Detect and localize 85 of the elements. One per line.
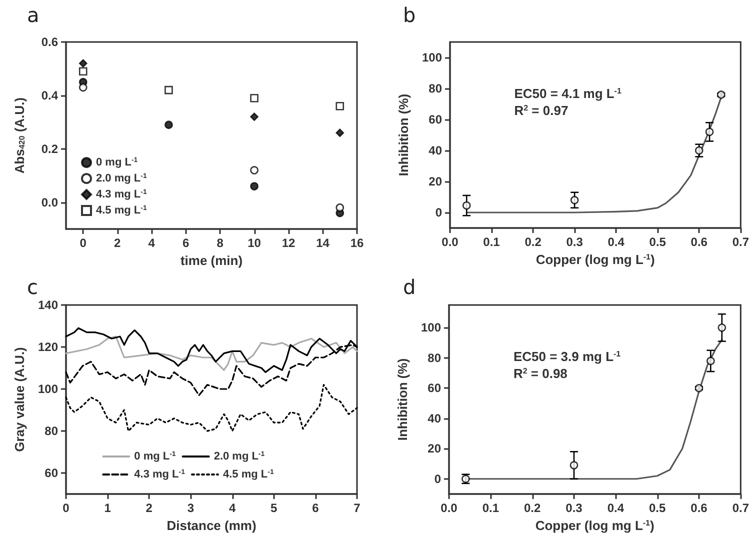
point: [250, 112, 258, 121]
point: [706, 356, 715, 366]
x-tick-label: 16: [350, 236, 364, 250]
chart-title: b: [403, 3, 416, 27]
x-tick-label: 0.3: [566, 235, 584, 249]
point: [694, 384, 704, 392]
y-tick-label: 0: [434, 472, 442, 486]
y-tick-label: 40: [428, 411, 442, 426]
y-tick-label: 40: [428, 144, 442, 158]
y-axis-title: Abs420 (A.U.): [12, 97, 27, 174]
point: [336, 102, 344, 110]
line-series: [65, 336, 358, 371]
x-tick-label: 14: [316, 236, 330, 250]
x-tick-label: 4: [148, 236, 156, 250]
x-tick-label: 3: [187, 501, 194, 515]
point: [250, 166, 258, 174]
y-tick-label: 0.4: [41, 88, 58, 102]
x-tick-label: 2: [114, 236, 122, 250]
x-tick-label: 10: [248, 236, 262, 250]
x-tick-label: 0.5: [648, 501, 666, 515]
chart-title: d: [403, 275, 416, 299]
y-tick-label: 60: [428, 381, 442, 396]
y-axis-title: Gray value (A.U.): [12, 347, 27, 452]
point: [570, 461, 578, 470]
x-tick-label: 12: [282, 236, 296, 250]
point: [717, 90, 726, 99]
y-tick-label: 80: [44, 424, 58, 438]
chart-title: a: [27, 3, 40, 27]
x-axis-title: time (min): [180, 253, 243, 268]
x-tick-label: 0.6: [690, 235, 708, 249]
x-tick-label: 0.2: [524, 501, 541, 515]
y-tick-label: 0.2: [41, 142, 58, 156]
x-tick-label: 0.2: [524, 235, 542, 249]
y-tick-label: 60: [44, 466, 58, 480]
x-tick-label: 0.5: [649, 235, 666, 249]
y-tick-label: 0.0: [41, 195, 58, 210]
x-tick-label: 6: [182, 236, 190, 250]
y-tick-label: 100: [422, 50, 442, 64]
x-tick-label: 0.7: [732, 235, 750, 249]
point: [250, 94, 258, 102]
x-tick-label: 7: [354, 501, 361, 515]
x-tick-label: 0.4: [607, 501, 624, 515]
point: [718, 324, 726, 332]
x-axis-title: Distance (mm): [166, 518, 256, 533]
x-tick-label: 5: [270, 501, 278, 515]
point: [570, 196, 579, 204]
y-axis-title: Inhibition (%): [396, 94, 411, 176]
x-tick-label: 2: [146, 501, 153, 515]
point: [705, 128, 714, 136]
y-axis-title: Inhibition (%): [395, 358, 410, 441]
x-tick-label: 0.7: [732, 501, 750, 515]
y-tick-label: 120: [38, 340, 58, 354]
x-tick-label: 4: [228, 501, 236, 515]
x-tick-label: 0: [80, 236, 87, 250]
y-tick-label: 20: [428, 174, 442, 188]
point: [78, 59, 88, 68]
y-tick-label: 80: [428, 82, 442, 96]
y-tick-label: 20: [428, 442, 442, 456]
x-tick-label: 0.4: [608, 235, 625, 249]
y-tick-label: 80: [428, 350, 442, 365]
y-tick-label: 100: [420, 320, 442, 335]
point: [462, 201, 471, 210]
point: [694, 146, 704, 155]
y-tick-label: 0: [435, 206, 442, 220]
line-series: [65, 384, 358, 432]
point: [336, 203, 344, 212]
chart-title: c: [27, 275, 38, 299]
y-tick-label: 100: [38, 382, 58, 396]
point: [78, 83, 88, 92]
x-tick-label: 0.3: [566, 501, 583, 515]
x-tick-label: 0.1: [482, 501, 500, 515]
point: [336, 128, 344, 137]
point: [78, 67, 88, 76]
y-tick-label: 140: [38, 298, 58, 312]
x-tick-label: 0.6: [690, 501, 708, 515]
point: [164, 86, 173, 94]
point: [250, 182, 258, 190]
x-tick-label: 0.1: [483, 235, 500, 249]
x-tick-label: 8: [216, 236, 224, 250]
point: [164, 120, 173, 129]
x-tick-label: 6: [312, 501, 320, 515]
y-tick-label: 0.6: [41, 35, 58, 49]
y-tick-label: 60: [428, 112, 442, 126]
x-tick-label: 0: [62, 501, 70, 515]
x-tick-label: 1: [104, 501, 112, 515]
